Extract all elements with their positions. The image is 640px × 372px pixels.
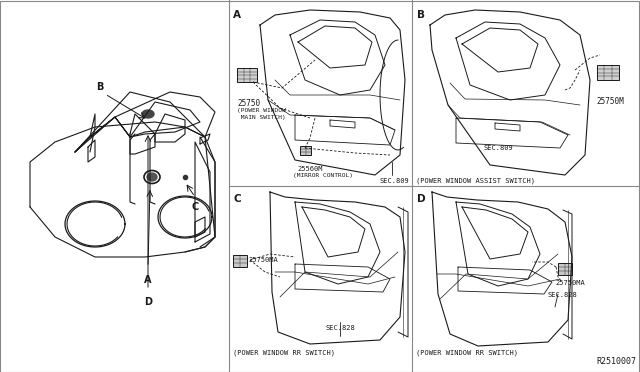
Text: SEC.828: SEC.828 — [325, 325, 355, 331]
Text: 25750M: 25750M — [596, 97, 624, 106]
Text: 25750: 25750 — [237, 99, 260, 108]
Bar — [597, 65, 619, 80]
Text: SEC.809: SEC.809 — [483, 145, 513, 151]
Text: 25750MA: 25750MA — [555, 280, 585, 286]
Bar — [558, 263, 572, 275]
Bar — [300, 146, 311, 155]
Text: B: B — [96, 82, 104, 92]
Text: C: C — [233, 194, 241, 204]
Ellipse shape — [147, 173, 157, 181]
Ellipse shape — [142, 110, 154, 118]
Text: MAIN SWITCH): MAIN SWITCH) — [237, 115, 285, 120]
Text: A: A — [233, 10, 241, 20]
Text: D: D — [144, 297, 152, 307]
Text: (POWER WINDOW: (POWER WINDOW — [237, 108, 285, 113]
Bar — [237, 68, 257, 82]
Text: A: A — [144, 275, 152, 285]
Text: (MIRROR CONTROL): (MIRROR CONTROL) — [293, 173, 353, 178]
Text: 25750MA: 25750MA — [248, 257, 278, 263]
Text: R2510007: R2510007 — [596, 357, 636, 366]
Bar — [233, 255, 247, 267]
Text: (POWER WINDOW ASSIST SWITCH): (POWER WINDOW ASSIST SWITCH) — [416, 178, 535, 185]
Text: (POWER WINDOW RR SWITCH): (POWER WINDOW RR SWITCH) — [416, 350, 518, 356]
Text: D: D — [417, 194, 426, 204]
Text: SEC.828: SEC.828 — [548, 292, 578, 298]
Text: 25560M: 25560M — [297, 166, 323, 172]
Text: C: C — [191, 202, 198, 212]
Text: (POWER WINDOW RR SWITCH): (POWER WINDOW RR SWITCH) — [233, 350, 335, 356]
Text: B: B — [417, 10, 425, 20]
Text: SEC.809: SEC.809 — [380, 178, 410, 184]
